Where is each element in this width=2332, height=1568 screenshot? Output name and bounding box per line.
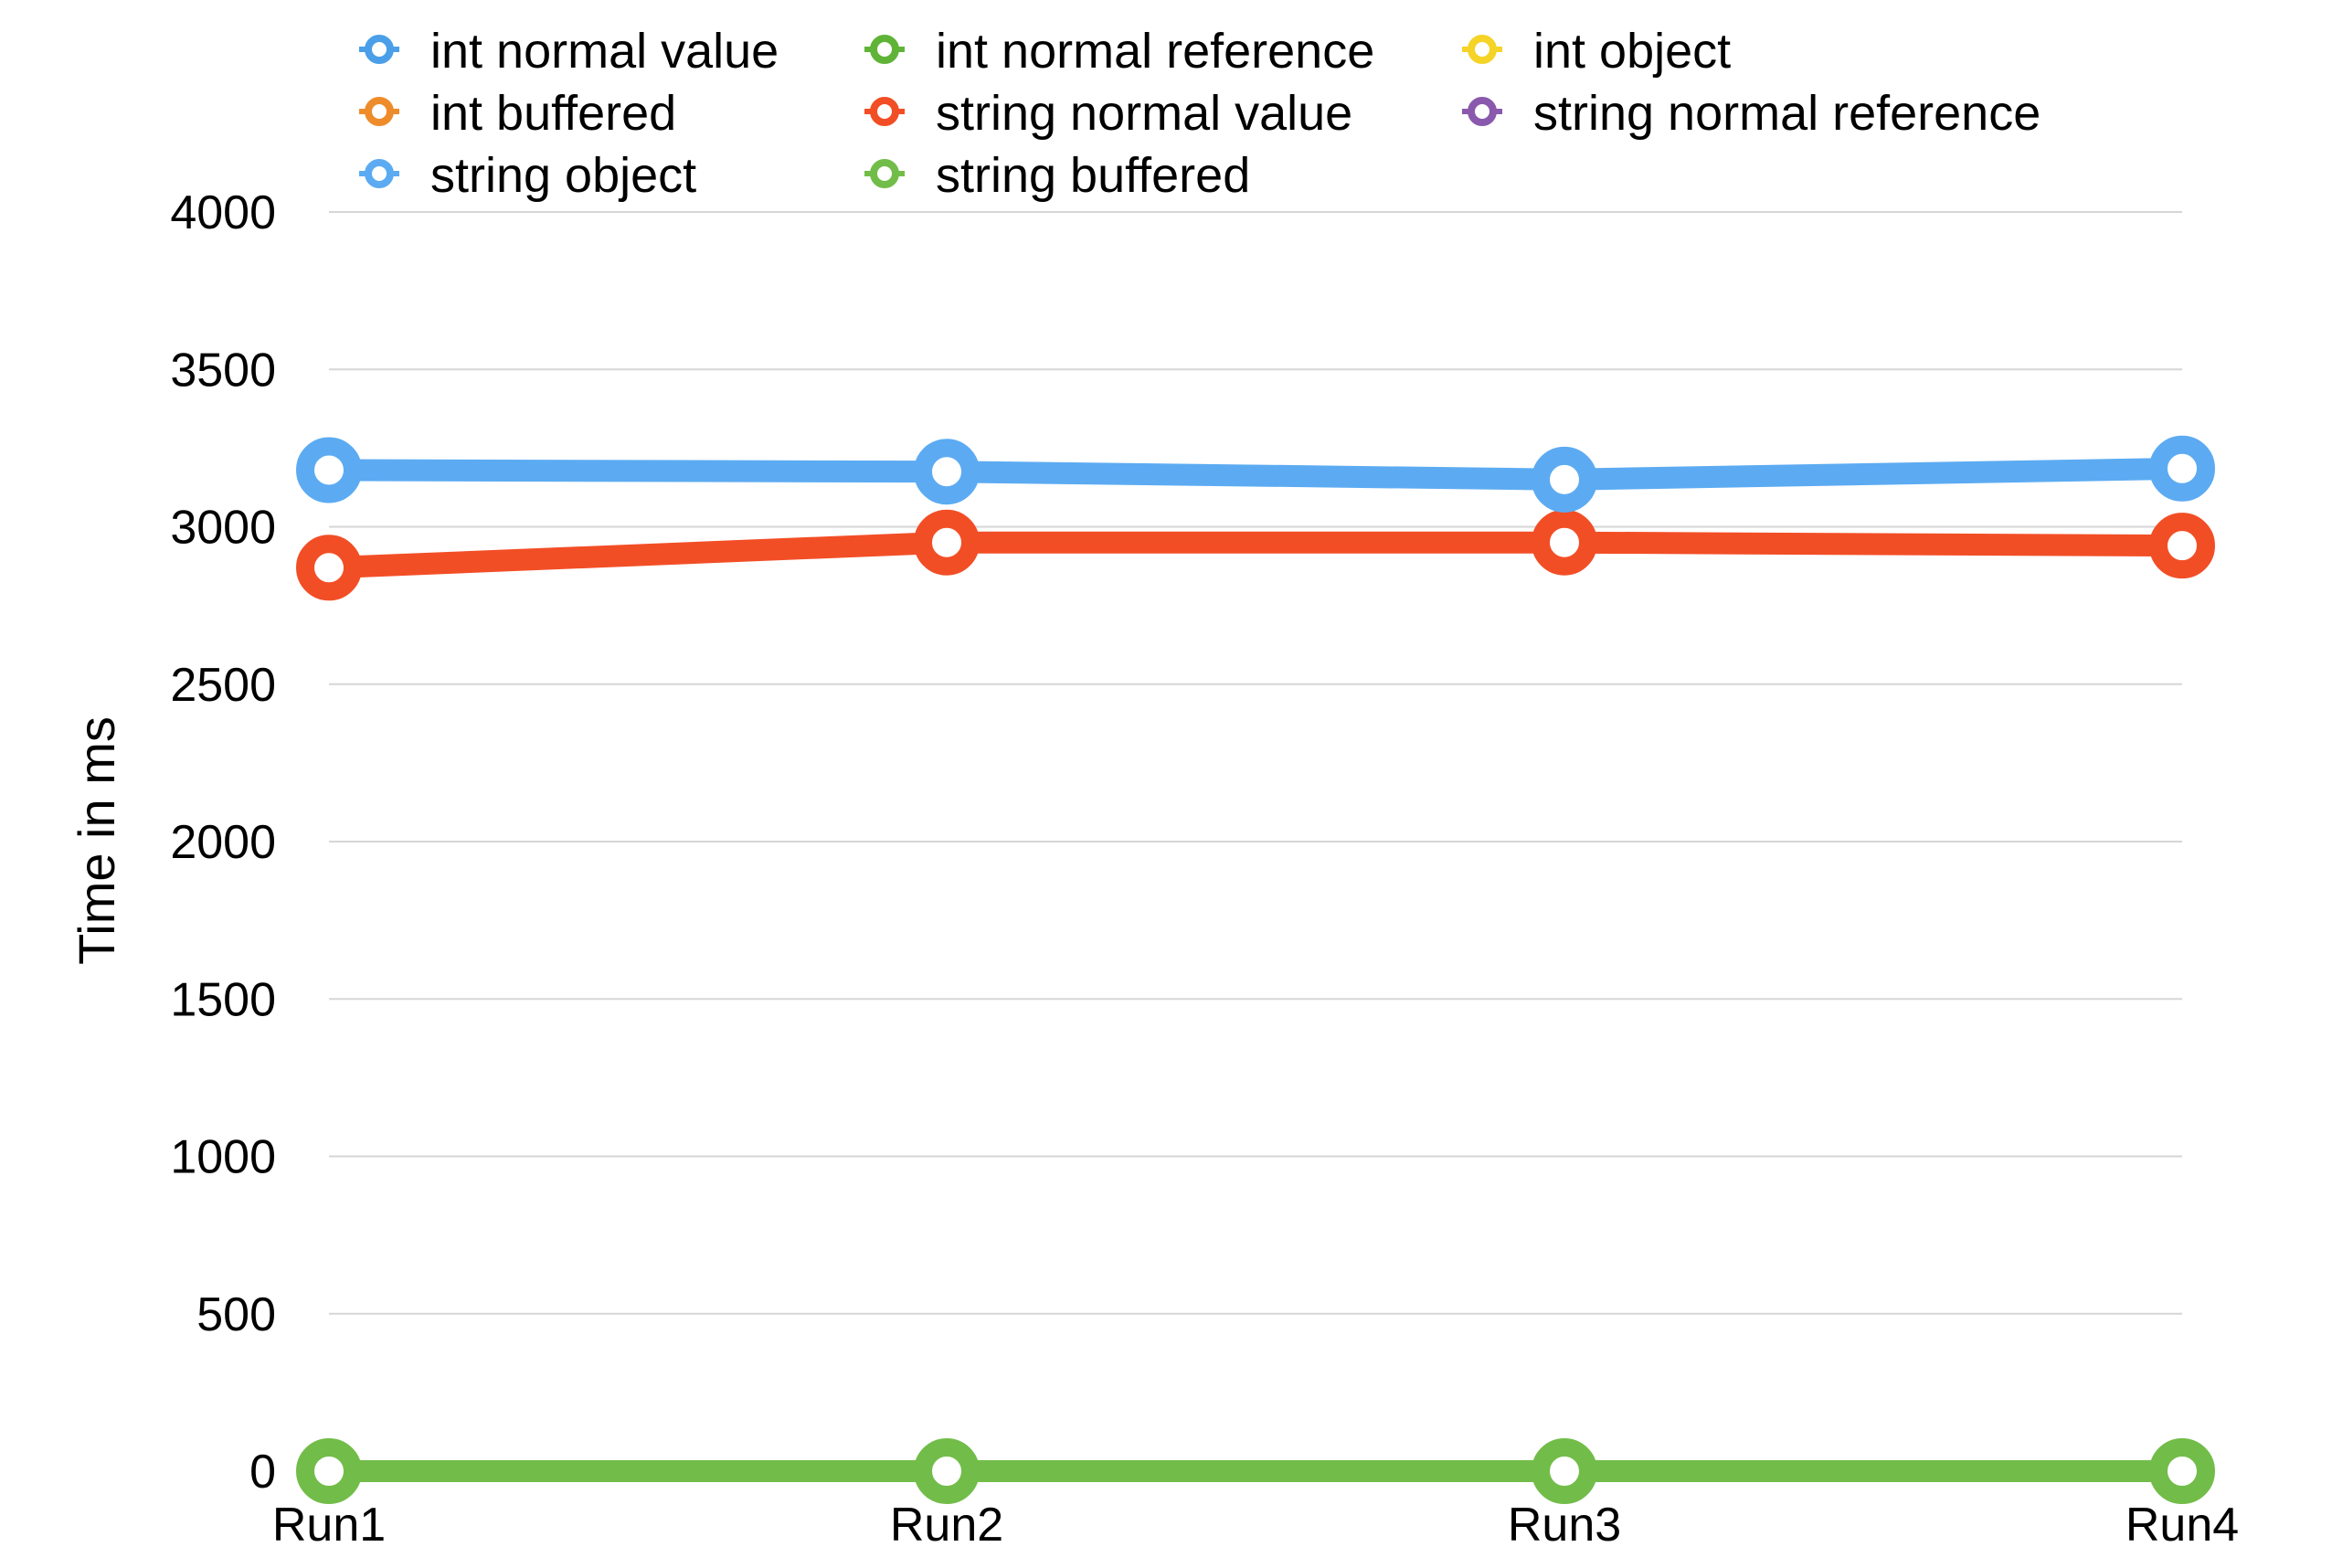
legend-item: string normal value (864, 86, 1352, 141)
legend-label: string normal reference (1533, 86, 2040, 141)
data-point (1532, 446, 1597, 513)
series-line (318, 531, 2193, 579)
legend-label: int buffered (430, 86, 676, 141)
legend-item: int object (1462, 24, 1731, 79)
y-tick-label: 4000 (170, 186, 276, 239)
x-tick-label: Run2 (890, 1499, 1003, 1552)
y-tick-label: 500 (196, 1288, 276, 1341)
y-tick-label: 3500 (170, 344, 276, 397)
legend-marker (365, 159, 394, 188)
y-tick-label: 2000 (170, 816, 276, 869)
legend-label: string normal value (936, 86, 1352, 141)
data-point (296, 437, 362, 503)
legend-label: string object (430, 148, 696, 203)
y-axis-ticks: 0 500 1000 1500 2000 2500 3000 3500 4000 (170, 186, 276, 1499)
series-line (318, 457, 2193, 491)
data-point (296, 1438, 362, 1504)
data-point (914, 439, 980, 505)
series-points (296, 435, 2215, 1504)
legend-item: string object (359, 148, 696, 203)
legend-item: string normal reference (1462, 86, 2040, 141)
legend-item: int normal reference (864, 24, 1374, 79)
x-axis-ticks: Run1 Run2 Run3 Run4 (272, 1499, 2239, 1552)
data-point (2149, 513, 2215, 579)
legend-label: int normal reference (936, 24, 1374, 79)
data-point (1532, 1438, 1597, 1504)
legend-marker (1468, 35, 1497, 64)
legend-label: string buffered (936, 148, 1250, 203)
legend-marker (365, 35, 394, 64)
legend-label: int normal value (430, 24, 779, 79)
y-axis-title: Time in ms (68, 716, 125, 965)
gridlines (329, 211, 2182, 1315)
data-point (914, 509, 980, 576)
y-tick-label: 1000 (170, 1131, 276, 1184)
data-point (2149, 1438, 2215, 1504)
y-tick-label: 1500 (170, 973, 276, 1026)
data-point (296, 535, 362, 601)
x-tick-label: Run1 (272, 1499, 386, 1552)
chart-legend: int normal value int normal reference int … (359, 24, 2040, 203)
y-tick-label: 0 (249, 1446, 276, 1499)
legend-marker (1468, 97, 1497, 126)
x-tick-label: Run3 (1508, 1499, 1621, 1552)
legend-item: string buffered (864, 148, 1250, 203)
legend-marker (870, 35, 899, 64)
data-point (914, 1438, 980, 1504)
x-tick-label: Run4 (2125, 1499, 2239, 1552)
legend-label: int object (1533, 24, 1731, 79)
legend-item: int normal value (359, 24, 779, 79)
data-point (2149, 435, 2215, 502)
legend-marker (870, 159, 899, 188)
series-lines (318, 457, 2193, 1482)
legend-marker (365, 97, 394, 126)
legend-marker (870, 97, 899, 126)
data-point (1532, 509, 1597, 576)
y-tick-label: 3000 (170, 502, 276, 555)
legend-item: int buffered (359, 86, 676, 141)
y-tick-label: 2500 (170, 659, 276, 712)
